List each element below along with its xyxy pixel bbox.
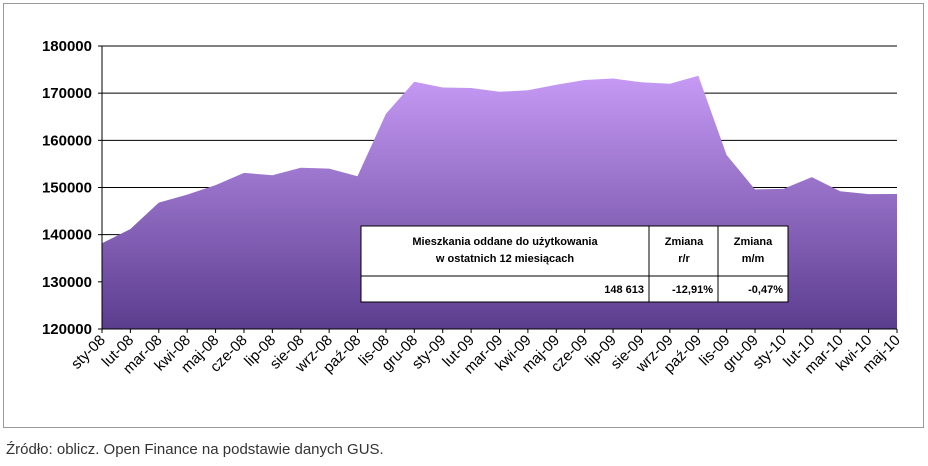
y-tick-label: 120000 — [42, 321, 92, 338]
table-header-label-line1: Mieszkania oddane do użytkowania — [412, 236, 598, 248]
y-tick-label: 140000 — [42, 227, 92, 244]
table-header-yoy-line2: r/r — [678, 253, 690, 265]
chart-frame: 180000 170000 160000 150000 140000 130000 1200… — [3, 3, 924, 428]
area-chart: 180000 170000 160000 150000 140000 130000 1200… — [42, 38, 904, 377]
table-header-label-line2: w ostatnich 12 miesiącach — [435, 253, 574, 265]
y-tick-label: 170000 — [42, 85, 92, 102]
y-tick-label: 150000 — [42, 180, 92, 197]
summary-table: Mieszkania oddane do użytkowania w ostat… — [360, 225, 789, 303]
y-tick-label: 160000 — [42, 132, 92, 149]
table-mom: -0,47% — [748, 284, 783, 296]
table-value: 148 613 — [604, 284, 644, 296]
table-box — [360, 225, 789, 303]
table-yoy: -12,91% — [672, 284, 713, 296]
table-header-yoy-line1: Zmiana — [665, 236, 704, 248]
y-tick-label: 130000 — [42, 274, 92, 291]
table-header-mom-line2: m/m — [742, 253, 765, 265]
table-header-mom-line1: Zmiana — [734, 236, 773, 248]
source-note: Źródło: oblicz. Open Finance na podstawi… — [6, 441, 384, 458]
y-tick-label: 180000 — [42, 38, 92, 55]
